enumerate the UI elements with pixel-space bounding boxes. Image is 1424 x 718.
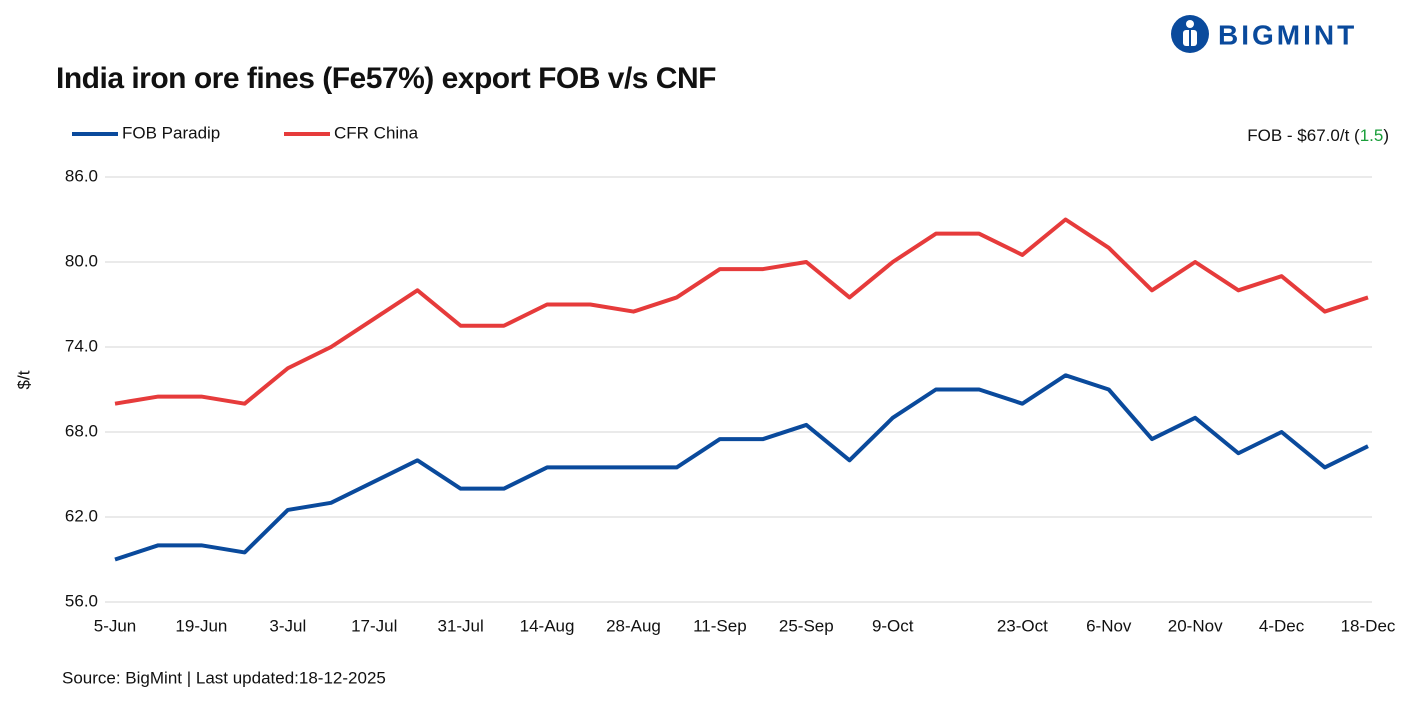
y-tick-label: 62.0 [65,506,98,525]
annotation-paren: ( [1349,126,1360,145]
x-tick-label: 28-Aug [606,616,661,635]
y-tick-label: 56.0 [65,591,98,610]
y-tick-label: 74.0 [65,336,98,355]
x-tick-label: 17-Jul [351,616,397,635]
y-tick-label: 68.0 [65,421,98,440]
x-tick-label: 31-Jul [437,616,483,635]
series-line [114,217,1369,406]
annotation-text: FOB - $67.0/t [1247,126,1349,145]
brand: BIGMINT [1218,19,1357,50]
x-tick-label: 18-Dec [1341,616,1396,635]
x-tick-label: 5-Jun [94,616,137,635]
annotation: FOB - $67.0/t (1.5) [1247,126,1389,145]
x-tick-label: 25-Sep [779,616,834,635]
source: Source: BigMint | Last updated:18-12-202… [62,668,386,687]
annotation-paren: ) [1383,126,1389,145]
x-tick-label: 6-Nov [1086,616,1132,635]
y-tick-label: 80.0 [65,251,98,270]
x-tick-label: 4-Dec [1259,616,1305,635]
y-tick-label: 86.0 [65,166,98,185]
legend-label: CFR China [334,123,419,142]
x-tick-label: 23-Oct [997,616,1048,635]
series-line [114,373,1369,562]
y-axis-label: $/t [14,370,33,389]
annotation-change: 1.5 [1360,126,1384,145]
logo: BIGMINT [1171,15,1357,53]
x-tick-label: 11-Sep [693,616,747,635]
x-tick-label: 3-Jul [269,616,306,635]
chart-title: India iron ore fines (Fe57%) export FOB … [56,62,716,95]
x-tick-label: 20-Nov [1168,616,1223,635]
x-tick-label: 9-Oct [872,616,914,635]
legend-label: FOB Paradip [122,123,220,142]
x-tick-label: 14-Aug [520,616,575,635]
x-tick-label: 19-Jun [175,616,227,635]
